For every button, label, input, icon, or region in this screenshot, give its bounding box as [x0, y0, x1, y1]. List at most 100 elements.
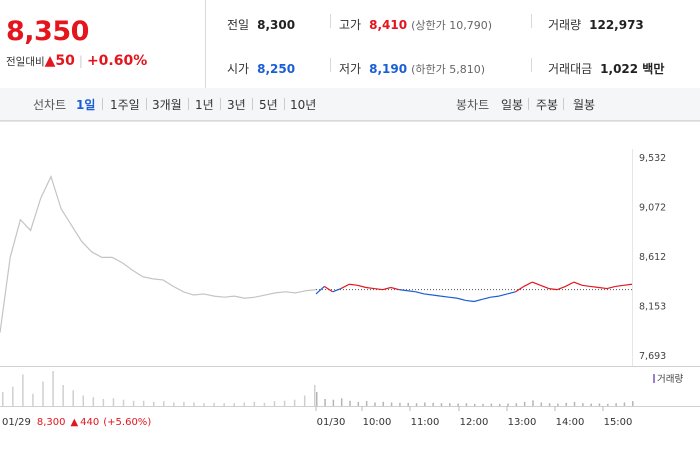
volume-bar	[213, 402, 215, 406]
prev-day-change-pct: (+5.60%)	[103, 417, 151, 428]
tab-1w[interactable]: 1주일	[110, 98, 140, 112]
volume-bar	[132, 400, 135, 406]
tab-3y[interactable]: 3년	[227, 98, 246, 112]
volume-bar	[152, 401, 155, 406]
upper-limit: (상한가 10,790)	[411, 19, 492, 32]
today-line-segment	[407, 290, 416, 293]
y-tick-label: 9,072	[639, 203, 666, 214]
y-axis-labels: 9,532 9,072 8,612 8,153 7,693	[639, 153, 666, 362]
change-divider: |	[78, 54, 83, 68]
tab-10y[interactable]: 10년	[290, 98, 317, 112]
tab-divider	[188, 98, 189, 110]
volume-bar	[349, 400, 351, 406]
volume-bar	[532, 400, 534, 406]
prev-day-summary-text: 01/29 8,300 ▲ 440 (+5.60%)	[2, 417, 151, 428]
volume-bar	[407, 402, 409, 406]
today-line-segment	[507, 291, 516, 295]
volume-bar	[12, 386, 14, 406]
current-price: 8,350	[6, 16, 89, 47]
prev-close-stat: 전일 8,300	[227, 16, 295, 33]
volume-value: 122,973	[589, 18, 644, 32]
divider	[330, 14, 331, 28]
divider	[330, 58, 331, 72]
volume-bar	[598, 403, 601, 406]
change-percent: +0.60%	[86, 53, 148, 69]
volume-bar	[42, 381, 44, 406]
volume-bar	[52, 371, 54, 406]
prev-day-change: 440	[80, 417, 99, 428]
prev-day-line	[0, 174, 317, 333]
chart-tab-bar: 선차트 1일 1주일 3개월 1년 3년 5년 10년 봉차트 일봉 주봉 월봉	[0, 88, 700, 121]
volume-bar	[565, 402, 567, 406]
amount-stat: 거래대금 1,022 백만	[548, 60, 664, 77]
today-line-segment	[523, 281, 533, 287]
tab-1y[interactable]: 1년	[195, 98, 214, 112]
volume-bar	[122, 399, 125, 406]
prev-day-summary: 01/29 8,300 ▲ 440 (+5.60%)	[2, 417, 151, 428]
volume-bar	[223, 403, 225, 406]
volume-bar	[173, 402, 175, 406]
high-value: 8,410	[369, 18, 408, 32]
today-line-segment	[448, 296, 458, 299]
volume-bar	[2, 392, 4, 406]
tab-divider	[563, 98, 564, 110]
tab-1d[interactable]: 1일	[76, 98, 96, 112]
tab-weekly[interactable]: 주봉	[536, 98, 559, 112]
lower-limit: (하한가 5,810)	[411, 63, 485, 76]
volume-bar	[382, 401, 385, 406]
volume-bar	[390, 402, 393, 406]
volume-stat: 거래량 122,973	[548, 16, 644, 33]
volume-bar	[324, 399, 326, 406]
volume-bar	[332, 399, 335, 406]
quote-header: 8,350 전일대비▲50 | +0.60% 전일 8,300 시가 8,250 고가 8…	[0, 0, 700, 89]
today-line-segment	[498, 293, 508, 297]
chart-grid	[0, 121, 700, 407]
up-arrow-icon: ▲	[44, 53, 56, 69]
today-line-segment	[540, 284, 550, 290]
volume-bar	[474, 403, 476, 406]
volume-bar	[92, 397, 95, 406]
today-line-segment	[573, 281, 583, 286]
volume-bar	[457, 403, 459, 406]
volume-bar	[316, 392, 318, 406]
today-line-segment	[473, 298, 483, 303]
volume-bar	[365, 401, 368, 406]
today-line-segment	[332, 288, 342, 293]
today-line-segment	[365, 286, 375, 290]
today-line-segment	[357, 284, 367, 289]
tab-daily[interactable]: 일봉	[501, 98, 524, 112]
volume-bar	[253, 401, 256, 406]
today-line-segment	[548, 287, 558, 291]
x-tick-label: 15:00	[604, 417, 633, 428]
x-tick-label: 11:00	[411, 417, 440, 428]
volume-legend-label: 거래량	[657, 373, 683, 385]
tab-monthly[interactable]: 월봉	[573, 98, 596, 112]
today-line-segment	[382, 286, 391, 291]
volume-bar	[449, 403, 451, 406]
today-line-segment	[615, 284, 624, 288]
volume-bar	[102, 399, 105, 406]
today-line-segment	[349, 283, 358, 286]
volume-bar	[573, 401, 576, 406]
volume-bar	[263, 402, 266, 406]
tab-3m[interactable]: 3개월	[152, 98, 182, 112]
volume-bar	[515, 403, 518, 406]
volume-bar	[357, 401, 360, 406]
volume-bar	[557, 403, 559, 406]
today-line-segment	[415, 291, 425, 295]
volume-bar	[498, 403, 501, 406]
line-chart-label: 선차트	[33, 98, 67, 112]
tab-divider	[146, 98, 147, 110]
today-line-segment	[565, 281, 575, 287]
tab-5y[interactable]: 5년	[259, 98, 278, 112]
today-line-segment	[399, 289, 408, 292]
divider	[531, 14, 532, 28]
volume-bar	[582, 403, 584, 406]
volume-bar	[163, 401, 165, 406]
today-line-segment	[490, 295, 500, 298]
today-line-segment	[590, 285, 599, 289]
y-tick-label: 8,153	[639, 302, 666, 313]
volume-bar	[273, 401, 276, 406]
volume-bar	[303, 395, 306, 406]
volume-bar	[424, 402, 426, 406]
